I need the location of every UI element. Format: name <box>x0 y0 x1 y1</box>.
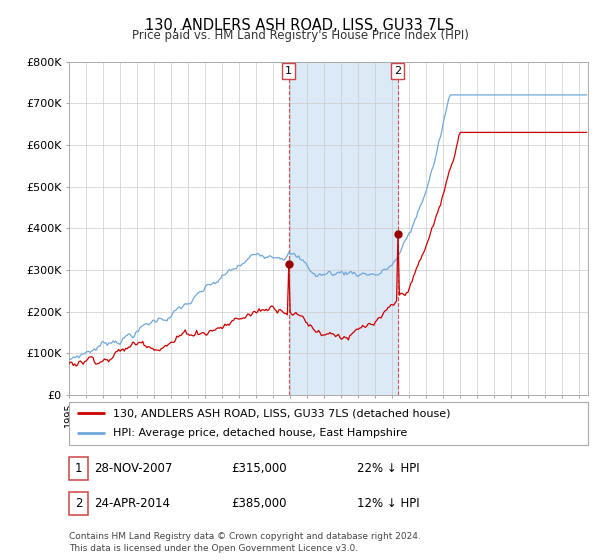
Text: Price paid vs. HM Land Registry's House Price Index (HPI): Price paid vs. HM Land Registry's House … <box>131 29 469 42</box>
Text: Contains HM Land Registry data © Crown copyright and database right 2024.
This d: Contains HM Land Registry data © Crown c… <box>69 533 421 553</box>
Text: 1: 1 <box>285 66 292 76</box>
Text: 22% ↓ HPI: 22% ↓ HPI <box>357 462 419 475</box>
Text: 130, ANDLERS ASH ROAD, LISS, GU33 7LS: 130, ANDLERS ASH ROAD, LISS, GU33 7LS <box>145 18 455 33</box>
Text: 130, ANDLERS ASH ROAD, LISS, GU33 7LS (detached house): 130, ANDLERS ASH ROAD, LISS, GU33 7LS (d… <box>113 408 451 418</box>
Text: £315,000: £315,000 <box>231 462 287 475</box>
Bar <box>289 62 398 395</box>
Text: £385,000: £385,000 <box>231 497 287 510</box>
Text: 12% ↓ HPI: 12% ↓ HPI <box>357 497 419 510</box>
Text: 1: 1 <box>75 462 82 475</box>
Text: 2: 2 <box>394 66 401 76</box>
Text: 24-APR-2014: 24-APR-2014 <box>94 497 170 510</box>
Text: 2: 2 <box>75 497 82 510</box>
Text: 28-NOV-2007: 28-NOV-2007 <box>94 462 173 475</box>
Text: HPI: Average price, detached house, East Hampshire: HPI: Average price, detached house, East… <box>113 428 407 438</box>
